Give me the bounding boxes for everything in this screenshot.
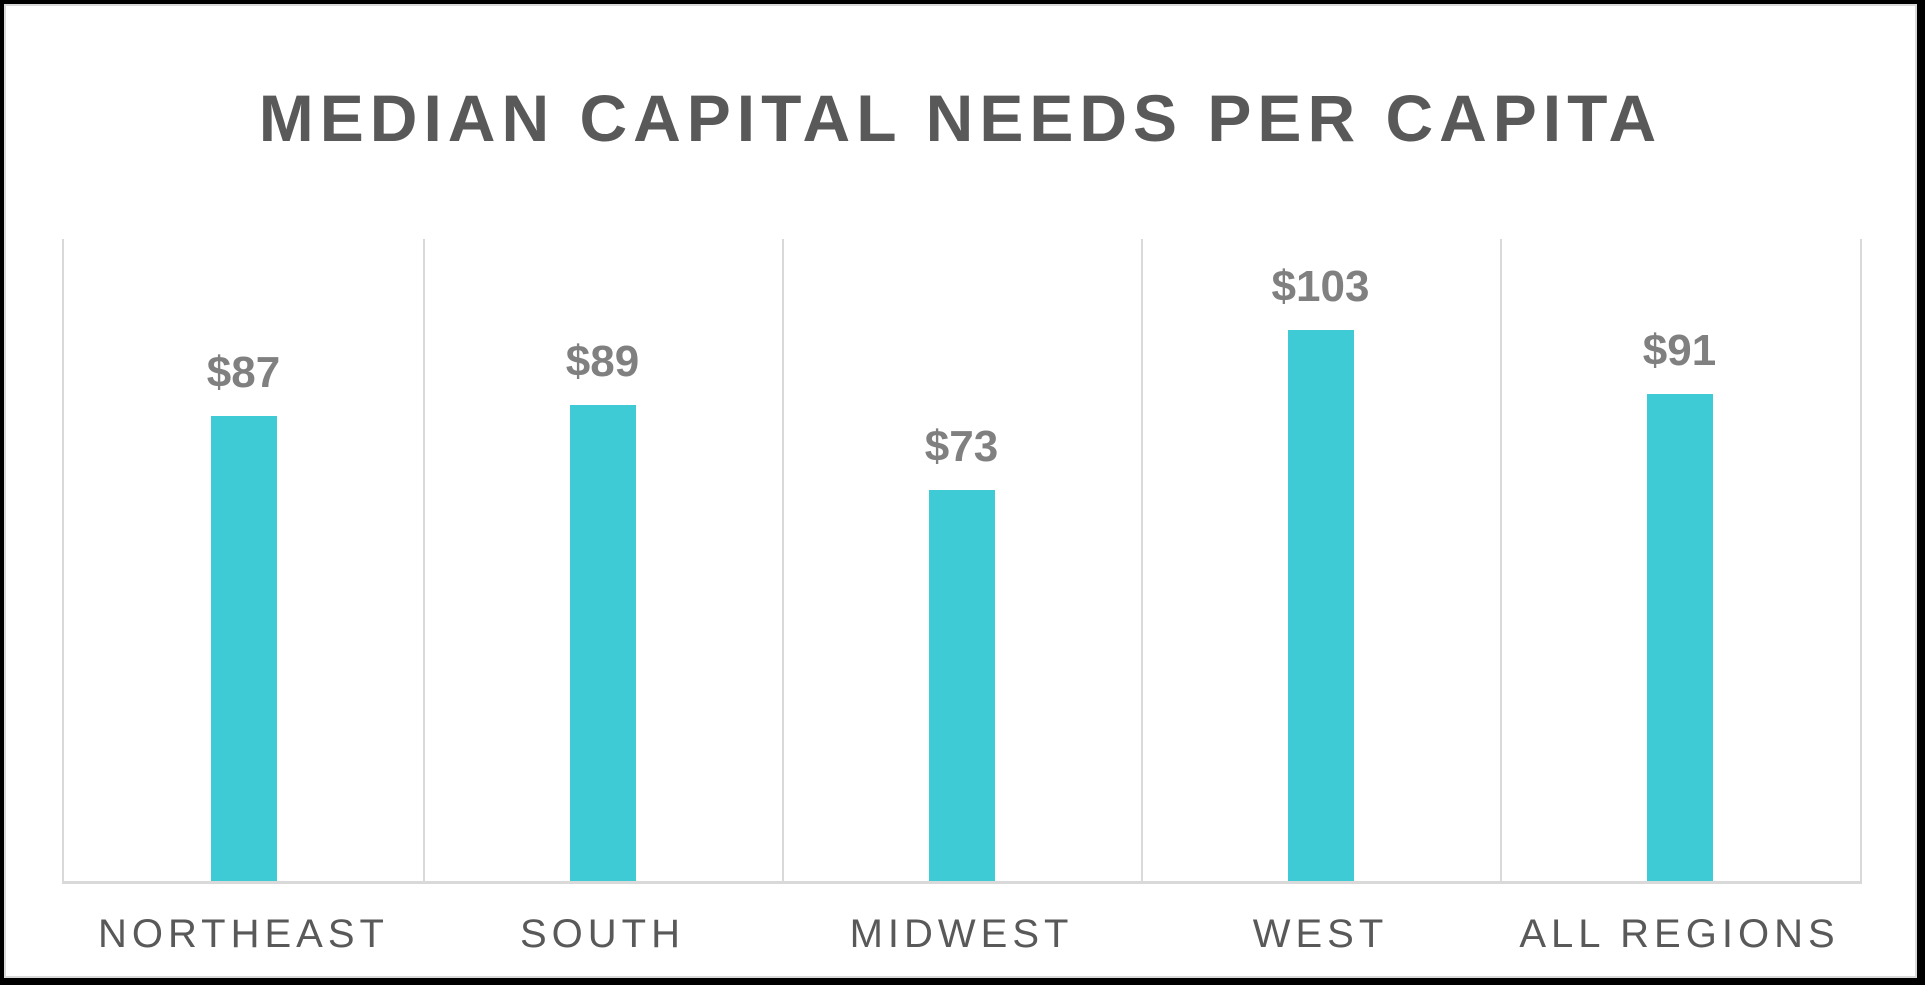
category-divider [782,239,784,881]
data-label-midwest: $73 [924,422,999,472]
bar-northeast [210,415,277,881]
category-divider [423,239,425,881]
bar-midwest [928,490,995,881]
chart-panel: MEDIAN CAPITAL NEEDS PER CAPITA $87 $89 … [4,4,1917,978]
bar-west [1287,329,1354,881]
bar-south [569,404,636,881]
category-divider [1500,239,1502,881]
category-label-south: SOUTH [520,912,685,956]
data-label-west: $103 [1271,261,1370,311]
category-label-midwest: MIDWEST [849,912,1074,956]
category-label-all-regions: ALL REGIONS [1519,912,1840,956]
bar-all-regions [1646,394,1713,881]
data-label-south: $89 [565,336,640,386]
data-label-all-regions: $91 [1642,326,1717,376]
category-label-northeast: NORTHEAST [98,912,389,956]
category-label-west: WEST [1252,912,1389,956]
category-divider [1141,239,1143,881]
chart-title: MEDIAN CAPITAL NEEDS PER CAPITA [258,81,1663,155]
plot-area: $87 $89 $73 $103 $91 [62,239,1862,884]
data-label-northeast: $87 [206,347,281,397]
